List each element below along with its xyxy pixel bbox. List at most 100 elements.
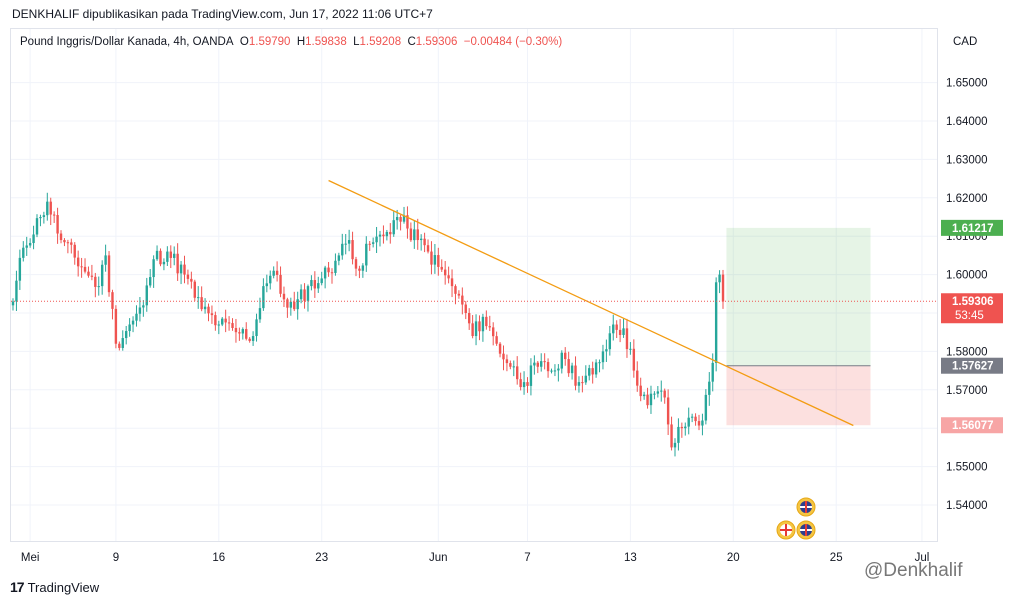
candle-body [471, 323, 474, 337]
candle-body [155, 250, 159, 260]
candle-body [567, 359, 570, 374]
candle-body [63, 240, 66, 243]
candle-body [639, 385, 642, 397]
candle-body [591, 368, 594, 375]
candle-body [303, 289, 306, 301]
candle-body [516, 366, 519, 380]
candle-body [618, 329, 622, 335]
profit-zone [726, 227, 871, 366]
candle-body [221, 318, 224, 325]
candle-body [361, 265, 365, 271]
candle-body [145, 285, 148, 306]
candle-body [365, 243, 368, 266]
candle-body [124, 331, 128, 339]
candle-body [114, 308, 118, 344]
publish-info: DENKHALIF dipublikasikan pada TradingVie… [12, 7, 433, 21]
candle-body [399, 217, 402, 222]
price-tick-label: 1.62000 [946, 193, 988, 205]
ohlc-legend: Pound Inggris/Dollar Kanada, 4h, OANDA O… [20, 36, 562, 48]
time-tick-label: Jun [429, 552, 448, 564]
candle-body [269, 275, 272, 284]
candle-body [234, 327, 238, 333]
candle-body [351, 240, 354, 260]
candle-body [402, 215, 406, 222]
legend-high-label: H [296, 36, 306, 48]
candle-body [629, 348, 632, 350]
candle-body [46, 201, 49, 216]
legend-open-value: 1.59790 [248, 36, 291, 48]
candle-body [423, 238, 426, 246]
candle-body [42, 215, 46, 217]
candle-body [251, 336, 255, 341]
candle-body [454, 286, 457, 294]
candle-body [581, 382, 584, 384]
target-price-label-bg [941, 219, 1003, 236]
candle-body [666, 397, 670, 425]
candle-body [179, 264, 183, 274]
candle-body [492, 327, 495, 337]
price-tick-label: 1.63000 [946, 154, 988, 166]
time-tick-label: 20 [727, 552, 740, 564]
candle-body [121, 338, 124, 348]
candle-body [87, 271, 90, 276]
candle-body [608, 333, 612, 350]
candle-body [447, 275, 450, 279]
candle-body [245, 329, 248, 339]
candle-body [107, 255, 111, 293]
price-tick-label: 1.54000 [946, 500, 988, 512]
stop-price-label-bg [941, 417, 1003, 434]
candle-body [90, 275, 94, 277]
overlays [11, 179, 937, 540]
time-tick-label: 9 [113, 552, 119, 564]
candle-body [622, 328, 625, 335]
time-tick-label: 23 [315, 552, 328, 564]
price-tick-label: 1.60000 [946, 270, 988, 282]
candles [11, 192, 725, 457]
entry-price-label: 1.57627 [952, 361, 994, 373]
candle-body [481, 316, 485, 332]
plot-area-frame [10, 28, 938, 542]
candle-body [687, 417, 690, 427]
candle-body [615, 324, 618, 330]
candle-body [32, 234, 35, 244]
legend-close-value: 1.59306 [415, 36, 458, 48]
candle-body [646, 394, 649, 406]
tradingview-brand[interactable]: 17 TradingView [10, 579, 99, 595]
candle-body [697, 421, 701, 426]
candle-body [416, 229, 419, 241]
legend-low-value: 1.59208 [359, 36, 402, 48]
candle-body [677, 426, 680, 443]
price-tick-label: 1.58000 [946, 346, 988, 358]
candle-body [653, 393, 656, 395]
candle-body [498, 343, 502, 354]
candle-body [533, 362, 536, 366]
candle-body [97, 286, 100, 288]
candle-body [701, 420, 704, 426]
price-axis: 1.540001.550001.560001.570001.580001.590… [941, 78, 1003, 512]
loss-zone [726, 365, 871, 426]
candle-body [625, 328, 629, 350]
candle-body [152, 259, 155, 278]
candle-body [317, 283, 320, 289]
candle-body [94, 276, 97, 287]
candle-body [286, 299, 289, 308]
candle-body [313, 280, 317, 289]
legend-low-label: L [353, 36, 360, 48]
candle-body [289, 301, 293, 308]
candle-body [577, 382, 581, 386]
candle-body [169, 251, 172, 258]
candle-body [632, 348, 636, 371]
candle-body [690, 416, 694, 418]
candle-body [670, 424, 673, 448]
candle-body [457, 293, 461, 296]
candle-body [505, 359, 509, 364]
candle-body [118, 343, 121, 348]
candle-body [207, 306, 210, 314]
candle-body [721, 274, 725, 302]
legend-symbol: Pound Inggris/Dollar Kanada, 4h, OANDA [20, 36, 234, 48]
candle-body [275, 270, 279, 275]
candle-body [334, 260, 337, 273]
candle-body [564, 352, 567, 360]
candle-body [656, 391, 660, 394]
